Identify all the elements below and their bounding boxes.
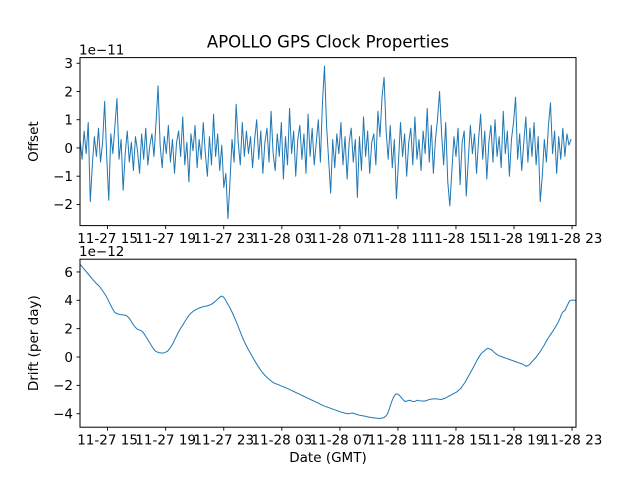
drift-x-tick-label: 11-28 07 bbox=[310, 433, 371, 449]
offset-y-tick-label: 0 bbox=[64, 141, 73, 157]
drift-series-line bbox=[79, 263, 577, 419]
offset-y-tick-label: 3 bbox=[64, 56, 73, 72]
offset-y-axis-label: Offset bbox=[26, 121, 42, 162]
offset-x-tick-label: 11-28 19 bbox=[484, 231, 545, 247]
drift-y-tick-label: 4 bbox=[64, 293, 73, 309]
offset-series-line bbox=[79, 65, 572, 220]
offset-x-tick-label: 11-27 19 bbox=[135, 231, 196, 247]
offset-x-tick-label: 11-28 03 bbox=[251, 231, 312, 247]
chart-title: APOLLO GPS Clock Properties bbox=[207, 33, 449, 52]
drift-exponent-label: 1e−12 bbox=[79, 244, 124, 260]
drift-x-tick-label: 11-28 19 bbox=[484, 433, 545, 449]
drift-x-tick-label: 11-27 23 bbox=[193, 433, 254, 449]
offset-x-tick-label: 11-28 07 bbox=[310, 231, 371, 247]
offset-axes-border bbox=[79, 57, 577, 227]
offset-x-tick-label: 11-28 11 bbox=[368, 231, 429, 247]
drift-y-tick-label: 0 bbox=[64, 350, 73, 366]
offset-x-tick-label: 11-27 15 bbox=[77, 231, 138, 247]
drift-x-tick-label: 11-28 03 bbox=[251, 433, 312, 449]
offset-y-tick-label: 1 bbox=[64, 113, 73, 129]
drift-axes-border bbox=[79, 258, 577, 428]
date-x-axis-label: Date (GMT) bbox=[289, 450, 366, 466]
offset-x-tick-label: 11-27 23 bbox=[193, 231, 254, 247]
drift-y-tick-label: 2 bbox=[64, 321, 73, 337]
drift-y-tick-label: −4 bbox=[53, 407, 73, 423]
drift-x-tick-label: 11-28 23 bbox=[542, 433, 603, 449]
drift-y-axis-label: Drift (per day) bbox=[26, 295, 42, 391]
drift-x-tick-label: 11-27 19 bbox=[135, 433, 196, 449]
drift-y-tick-label: 6 bbox=[64, 265, 73, 281]
drift-x-tick-label: 11-28 15 bbox=[426, 433, 487, 449]
offset-exponent-label: 1e−11 bbox=[79, 43, 124, 59]
drift-x-tick-label: 11-28 11 bbox=[368, 433, 429, 449]
offset-x-tick-label: 11-28 23 bbox=[542, 231, 603, 247]
drift-x-tick-label: 11-27 15 bbox=[77, 433, 138, 449]
offset-y-tick-label: −2 bbox=[53, 197, 73, 213]
offset-x-tick-label: 11-28 15 bbox=[426, 231, 487, 247]
offset-y-tick-label: −1 bbox=[53, 169, 73, 185]
drift-y-tick-label: −2 bbox=[53, 378, 73, 394]
offset-y-tick-label: 2 bbox=[64, 84, 73, 100]
